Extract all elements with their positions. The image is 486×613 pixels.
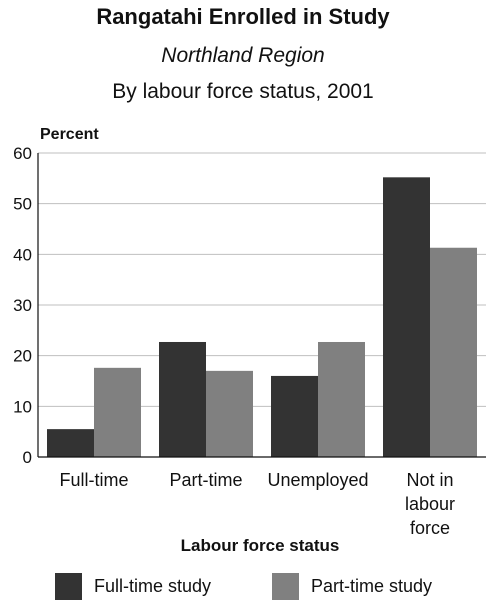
legend-swatch-full-time — [55, 573, 82, 600]
y-tick-label: 40 — [13, 245, 32, 264]
legend-swatch-part-time — [272, 573, 299, 600]
bar-full-time-study — [271, 375, 318, 457]
legend-item-part-time: Part-time study — [272, 573, 432, 600]
chart-subtitle: Northland Region — [161, 44, 325, 67]
bar-part-time-study — [206, 370, 253, 457]
bar-part-time-study — [94, 367, 141, 457]
x-tick-label: Full-time — [59, 470, 128, 490]
chart-title: Rangatahi Enrolled in Study — [96, 4, 390, 29]
x-tick-label: Unemployed — [267, 470, 368, 490]
bar-full-time-study — [383, 177, 430, 457]
x-axis-label: Labour force status — [180, 536, 340, 555]
legend-label-part-time: Part-time study — [311, 576, 433, 596]
bar-part-time-study — [430, 247, 477, 457]
bar-chart: 0 10 20 30 40 50 60 Full-time Part-time Unemploye… — [13, 144, 486, 538]
y-tick-label: 30 — [13, 296, 32, 315]
y-tick-label: 10 — [13, 397, 32, 416]
bar-full-time-study — [159, 341, 206, 457]
legend-item-full-time: Full-time study — [55, 573, 211, 600]
bar-full-time-study — [47, 429, 94, 457]
y-tick-label: 60 — [13, 144, 32, 163]
y-tick-label: 50 — [13, 195, 32, 214]
x-tick-label: Not in labour force — [405, 470, 455, 538]
legend-label-full-time: Full-time study — [94, 576, 212, 596]
y-tick-label: 0 — [23, 448, 32, 467]
bar-part-time-study — [318, 341, 365, 457]
y-tick-label: 20 — [13, 347, 32, 366]
x-tick-label: Part-time — [169, 470, 242, 490]
y-axis-label: Percent — [40, 126, 99, 143]
chart-subtitle-secondary: By labour force status, 2001 — [112, 80, 374, 103]
legend: Full-time study Part-time study — [0, 573, 486, 613]
